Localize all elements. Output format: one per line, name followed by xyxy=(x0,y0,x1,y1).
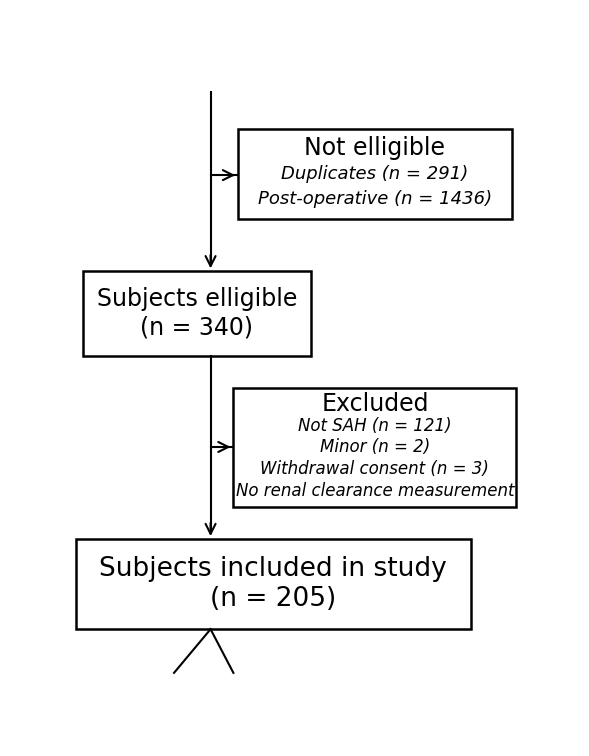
Text: Subjects elligible
(n = 340): Subjects elligible (n = 340) xyxy=(97,287,297,339)
FancyBboxPatch shape xyxy=(82,271,311,355)
Text: Subjects included in study
(n = 205): Subjects included in study (n = 205) xyxy=(100,556,447,612)
Text: Excluded: Excluded xyxy=(321,392,429,416)
Text: Not elligible: Not elligible xyxy=(305,136,445,160)
Text: Duplicates (n = 291): Duplicates (n = 291) xyxy=(282,165,468,183)
FancyBboxPatch shape xyxy=(76,539,471,629)
Text: Not SAH (n = 121): Not SAH (n = 121) xyxy=(298,417,452,435)
FancyBboxPatch shape xyxy=(238,129,512,218)
Text: Post-operative (n = 1436): Post-operative (n = 1436) xyxy=(258,191,492,209)
Text: No renal clearance measurement: No renal clearance measurement xyxy=(236,482,514,500)
Text: Minor (n = 2): Minor (n = 2) xyxy=(320,438,430,457)
FancyBboxPatch shape xyxy=(233,388,517,507)
Text: Withdrawal consent (n = 3): Withdrawal consent (n = 3) xyxy=(260,460,489,478)
